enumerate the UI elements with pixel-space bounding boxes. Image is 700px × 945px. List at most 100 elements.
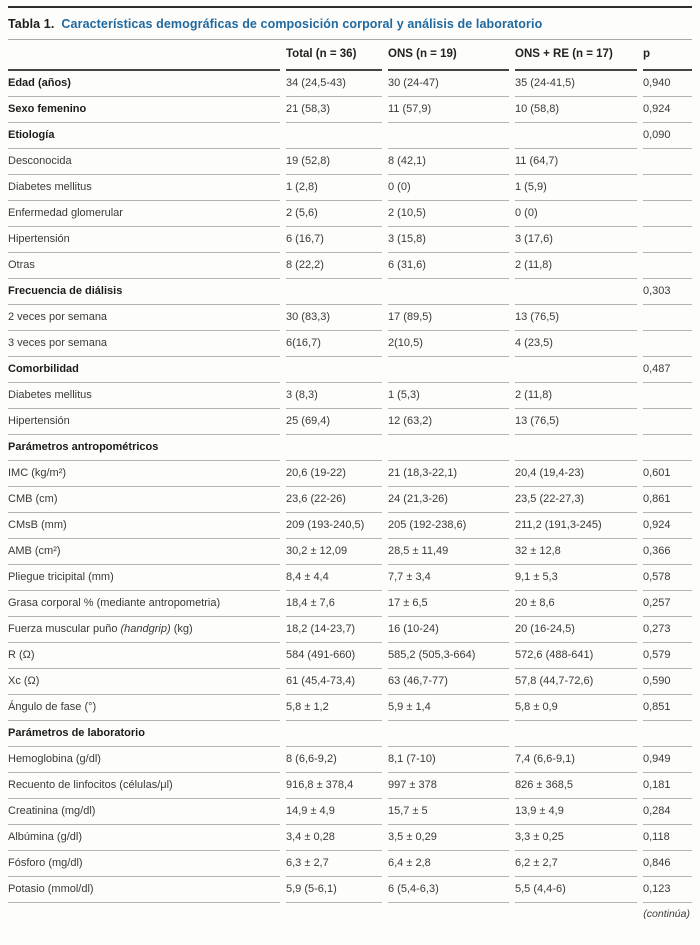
- cell-ons: 17 ± 6,5: [388, 590, 509, 617]
- table-row: Hemoglobina (g/dl) 8 (6,6-9,2) 8,1 (7-10…: [8, 746, 692, 773]
- paper-table-page: Tabla 1. Características demográficas de…: [0, 6, 700, 926]
- row-label: 2 veces por semana: [8, 304, 280, 331]
- data-table: Total (n = 36) ONS (n = 19) ONS + RE (n …: [8, 39, 692, 903]
- row-label: Hemoglobina (g/dl): [8, 746, 280, 773]
- cell-total: 34 (24,5-43): [286, 70, 382, 97]
- header-ons-re: ONS + RE (n = 17): [515, 39, 637, 71]
- header-empty-cell: [8, 39, 280, 71]
- row-label: Hipertensión: [8, 408, 280, 435]
- cell-p: [643, 330, 692, 357]
- table-row: IMC (kg/m²) 20,6 (19-22) 21 (18,3-22,1) …: [8, 460, 692, 487]
- cell-total: [286, 720, 382, 747]
- cell-total: [286, 356, 382, 383]
- cell-ons-re: 2 (11,8): [515, 252, 637, 279]
- cell-p: 0,601: [643, 460, 692, 487]
- cell-total: 25 (69,4): [286, 408, 382, 435]
- cell-ons-re: 1 (5,9): [515, 174, 637, 201]
- cell-ons: [388, 356, 509, 383]
- cell-ons-re: 3,3 ± 0,25: [515, 824, 637, 851]
- cell-ons-re: 35 (24-41,5): [515, 70, 637, 97]
- cell-p: [643, 304, 692, 331]
- cell-ons: [388, 434, 509, 461]
- cell-p: [643, 226, 692, 253]
- table-row: Creatinina (mg/dl) 14,9 ± 4,9 15,7 ± 5 1…: [8, 798, 692, 825]
- cell-ons: 30 (24-47): [388, 70, 509, 97]
- cell-total: 30 (83,3): [286, 304, 382, 331]
- cell-ons: 3 (15,8): [388, 226, 509, 253]
- cell-total: [286, 122, 382, 149]
- cell-p: 0,846: [643, 850, 692, 877]
- cell-p: 0,118: [643, 824, 692, 851]
- cell-total: 19 (52,8): [286, 148, 382, 175]
- cell-ons: 205 (192-238,6): [388, 512, 509, 539]
- row-label: Recuento de linfocitos (células/μl): [8, 772, 280, 799]
- cell-p: 0,924: [643, 512, 692, 539]
- cell-p: 0,578: [643, 564, 692, 591]
- row-label: Etiología: [8, 122, 280, 149]
- cell-total: 18,4 ± 7,6: [286, 590, 382, 617]
- cell-ons: 8,1 (7-10): [388, 746, 509, 773]
- row-label: R (Ω): [8, 642, 280, 669]
- cell-ons-re: 20,4 (19,4-23): [515, 460, 637, 487]
- cell-p: 0,257: [643, 590, 692, 617]
- table-row: Potasio (mmol/dl) 5,9 (5-6,1) 6 (5,4-6,3…: [8, 876, 692, 903]
- cell-p: [643, 252, 692, 279]
- cell-ons-re: 3 (17,6): [515, 226, 637, 253]
- cell-ons-re: 0 (0): [515, 200, 637, 227]
- cell-ons-re: 5,8 ± 0,9: [515, 694, 637, 721]
- top-rule: [8, 6, 692, 8]
- cell-total: 5,9 (5-6,1): [286, 876, 382, 903]
- table-row: CMsB (mm) 209 (193-240,5) 205 (192-238,6…: [8, 512, 692, 539]
- table-row: Diabetes mellitus 3 (8,3) 1 (5,3) 2 (11,…: [8, 382, 692, 409]
- cell-ons-re: 826 ± 368,5: [515, 772, 637, 799]
- row-label: CMsB (mm): [8, 512, 280, 539]
- table-row: Enfermedad glomerular 2 (5,6) 2 (10,5) 0…: [8, 200, 692, 227]
- table-title-text: Características demográficas de composic…: [61, 16, 543, 31]
- row-label: Sexo femenino: [8, 96, 280, 123]
- cell-ons: 15,7 ± 5: [388, 798, 509, 825]
- row-label: Edad (años): [8, 70, 280, 97]
- cell-ons: 2(10,5): [388, 330, 509, 357]
- cell-ons: 0 (0): [388, 174, 509, 201]
- table-row: Otras 8 (22,2) 6 (31,6) 2 (11,8): [8, 252, 692, 279]
- cell-ons: [388, 278, 509, 305]
- cell-ons-re: 6,2 ± 2,7: [515, 850, 637, 877]
- header-p: p: [643, 39, 692, 71]
- cell-p: [643, 382, 692, 409]
- row-label: Albúmina (g/dl): [8, 824, 280, 851]
- cell-ons: 8 (42,1): [388, 148, 509, 175]
- cell-ons: 585,2 (505,3-664): [388, 642, 509, 669]
- cell-ons-re: 57,8 (44,7-72,6): [515, 668, 637, 695]
- row-label: Parámetros de laboratorio: [8, 720, 280, 747]
- row-label: IMC (kg/m²): [8, 460, 280, 487]
- cell-p: 0,949: [643, 746, 692, 773]
- row-label: AMB (cm²): [8, 538, 280, 565]
- cell-total: 14,9 ± 4,9: [286, 798, 382, 825]
- cell-p: [643, 720, 692, 747]
- cell-total: 916,8 ± 378,4: [286, 772, 382, 799]
- table-title: Tabla 1. Características demográficas de…: [8, 8, 692, 39]
- cell-p: 0,940: [643, 70, 692, 97]
- table-row: Edad (años) 34 (24,5-43) 30 (24-47) 35 (…: [8, 70, 692, 97]
- cell-p: [643, 434, 692, 461]
- row-label: Comorbilidad: [8, 356, 280, 383]
- cell-total: 18,2 (14-23,7): [286, 616, 382, 643]
- row-label: Hipertensión: [8, 226, 280, 253]
- row-label: Diabetes mellitus: [8, 174, 280, 201]
- cell-total: 30,2 ± 12,09: [286, 538, 382, 565]
- row-label: Pliegue tricipital (mm): [8, 564, 280, 591]
- table-row: 2 veces por semana 30 (83,3) 17 (89,5) 1…: [8, 304, 692, 331]
- cell-ons: 16 (10-24): [388, 616, 509, 643]
- cell-total: [286, 434, 382, 461]
- title-divider: [8, 39, 692, 40]
- cell-p: 0,924: [643, 96, 692, 123]
- table-body: Edad (años) 34 (24,5-43) 30 (24-47) 35 (…: [8, 70, 692, 903]
- cell-ons-re: 20 (16-24,5): [515, 616, 637, 643]
- row-label: Fuerza muscular puño (handgrip) (kg): [8, 616, 280, 643]
- cell-ons: [388, 122, 509, 149]
- cell-p: [643, 148, 692, 175]
- cell-ons: 17 (89,5): [388, 304, 509, 331]
- cell-ons: 1 (5,3): [388, 382, 509, 409]
- cell-total: 8,4 ± 4,4: [286, 564, 382, 591]
- cell-ons-re: 9,1 ± 5,3: [515, 564, 637, 591]
